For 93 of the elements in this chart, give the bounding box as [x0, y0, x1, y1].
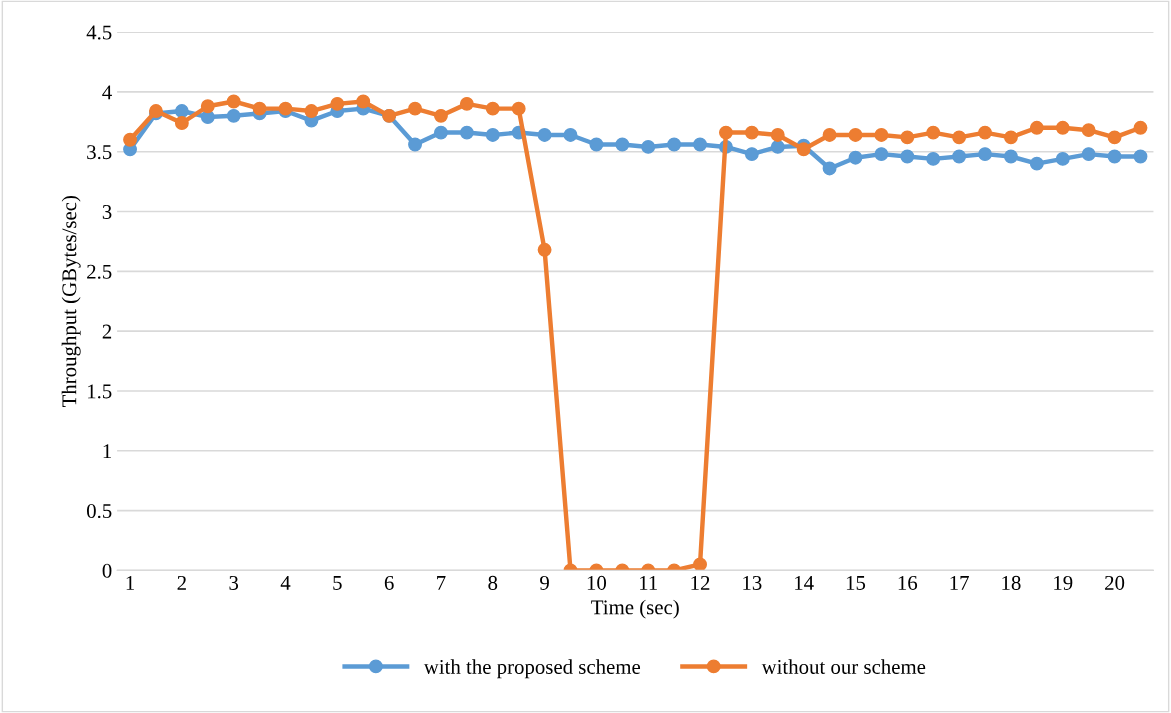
x-tick-label: 12 — [691, 575, 710, 590]
point — [459, 125, 474, 140]
point — [1055, 151, 1070, 166]
point — [1003, 149, 1018, 164]
x-tick-label: 16 — [898, 575, 918, 590]
point — [485, 128, 500, 142]
legend-label: without our scheme — [761, 659, 926, 674]
point — [563, 128, 578, 142]
point — [123, 132, 137, 147]
point — [719, 125, 733, 140]
point — [304, 104, 319, 118]
x-tick-label: 4 — [280, 576, 291, 590]
y-tick-label: 1.5 — [88, 384, 112, 399]
point — [485, 101, 500, 116]
x-tick-label: 7 — [437, 576, 446, 590]
point — [900, 130, 915, 145]
point — [796, 142, 811, 157]
point — [952, 130, 967, 145]
point — [1081, 123, 1096, 138]
point — [770, 128, 785, 142]
point — [744, 147, 759, 162]
point — [226, 108, 241, 123]
x-tick-label: 15 — [846, 575, 866, 590]
point — [900, 149, 915, 164]
x-tick-label: 11 — [640, 575, 657, 590]
point — [770, 139, 785, 154]
point — [874, 128, 889, 142]
point — [226, 94, 241, 109]
y-tick-label: 1 — [103, 444, 111, 458]
point — [174, 116, 189, 130]
point — [1107, 149, 1122, 164]
point — [537, 128, 552, 142]
x-tick-label: 8 — [488, 575, 498, 590]
point — [200, 99, 215, 114]
point — [434, 108, 448, 123]
point — [434, 125, 448, 140]
point — [408, 137, 422, 152]
x-axis-title: Time (sec) — [591, 599, 679, 619]
point — [848, 128, 863, 142]
x-tick-label: 2 — [177, 575, 186, 590]
point — [822, 161, 837, 176]
point — [1133, 149, 1148, 164]
x-tick-label: 13 — [743, 575, 762, 590]
point — [822, 128, 837, 142]
point — [874, 147, 889, 162]
x-tick-label: 19 — [1054, 575, 1073, 590]
y-tick-label: 2.5 — [87, 264, 112, 279]
y-axis-title: Throughput (GBytes/sec) — [61, 195, 81, 408]
y-tick-label: 3.5 — [87, 145, 112, 160]
point — [848, 150, 863, 165]
y-tick-label: 0 — [102, 563, 112, 578]
point — [978, 147, 992, 162]
legend-label: with the proposed scheme — [423, 659, 641, 679]
point — [1029, 120, 1044, 135]
point — [1029, 156, 1044, 171]
x-tick-label: 6 — [384, 575, 394, 590]
point — [252, 101, 267, 116]
y-tick-label: 3 — [102, 204, 112, 219]
point — [356, 94, 371, 109]
point — [174, 104, 189, 118]
point — [408, 101, 422, 116]
point — [589, 137, 604, 152]
point — [693, 137, 707, 152]
x-tick-label: 18 — [1002, 575, 1021, 590]
point — [926, 151, 941, 166]
point — [1107, 130, 1122, 145]
x-tick-label: 9 — [540, 575, 549, 590]
y-tick-label: 2 — [102, 324, 112, 339]
point — [978, 125, 992, 140]
point — [1133, 120, 1148, 135]
point — [615, 137, 630, 152]
point — [926, 125, 941, 140]
point — [511, 101, 526, 116]
x-tick-label: 14 — [795, 575, 814, 590]
x-tick-label: 10 — [587, 575, 607, 590]
y-tick-label: 4 — [102, 85, 112, 100]
x-tick-label: 1 — [126, 575, 135, 590]
y-tick-label: 4.5 — [86, 25, 112, 40]
point — [667, 137, 682, 152]
point — [744, 125, 759, 140]
point — [641, 139, 656, 154]
point — [1055, 120, 1070, 135]
point — [330, 96, 345, 111]
point — [1003, 130, 1018, 145]
x-tick-label: 3 — [229, 575, 239, 590]
point — [952, 149, 967, 164]
x-tick-label: 5 — [333, 576, 342, 590]
x-tick-label: 17 — [950, 575, 969, 590]
y-tick-label: 0.5 — [86, 503, 112, 519]
point — [459, 96, 474, 111]
x-tick-label: 20 — [1105, 575, 1125, 590]
point — [1081, 147, 1096, 162]
point — [537, 242, 552, 257]
